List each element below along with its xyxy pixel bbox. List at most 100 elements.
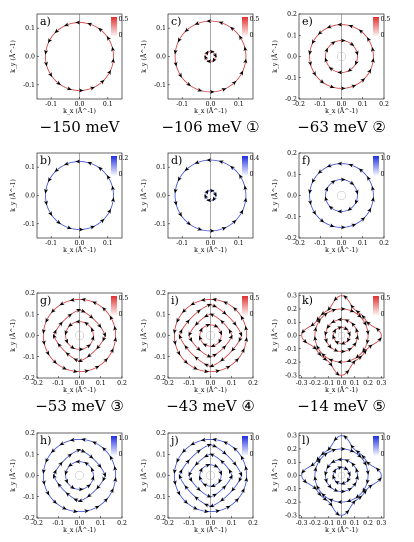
x-tick-label: -0.1 xyxy=(52,380,64,387)
spin-arrow xyxy=(365,479,370,485)
spin-arrow xyxy=(41,468,46,474)
spin-arrow xyxy=(225,365,231,370)
spin-arrow xyxy=(328,361,333,367)
spin-arrow xyxy=(87,161,93,166)
spin-arrow xyxy=(231,219,237,225)
spin-arrow xyxy=(206,59,212,64)
spin-arrow xyxy=(198,327,203,333)
colorbar-max-label: 0.5 xyxy=(381,16,391,23)
spin-arrow xyxy=(81,297,87,302)
colorbar xyxy=(242,17,248,37)
panel-b: -0.1 0.0 0.1 -0.1 0.0 0.1 k_x (Å^-1) k_y (Å^-1)… xyxy=(9,152,128,254)
spin-arrow xyxy=(351,84,357,89)
spin-arrow xyxy=(213,463,219,468)
spin-arrow xyxy=(177,72,182,78)
spin-arrow xyxy=(244,325,249,331)
colorbar-max-label: 0.5 xyxy=(119,295,129,302)
x-axis-title: k_x (Å^-1) xyxy=(194,107,227,115)
x-tick-label: 0.0 xyxy=(206,520,216,527)
spin-arrow xyxy=(63,161,70,166)
spin-arrow xyxy=(370,57,375,63)
y-tick-label: 0.1 xyxy=(156,25,166,32)
energy-label: −63 meV ② xyxy=(297,118,386,136)
spin-arrow xyxy=(324,186,329,192)
y-tick-label: -0.1 xyxy=(154,494,166,501)
spin-arrow xyxy=(184,345,189,351)
spin-arrow xyxy=(178,468,183,475)
spin-arrow xyxy=(209,503,215,508)
spin-arrow xyxy=(206,443,212,448)
y-tick-label: -0.1 xyxy=(285,486,297,493)
spin-arrow xyxy=(346,471,351,477)
spin-arrow xyxy=(343,326,349,330)
panel-letter: f) xyxy=(302,154,310,167)
y-axis-title: k_y (Å^-1) xyxy=(271,319,279,352)
spin-arrow xyxy=(212,57,217,63)
spin-arrow xyxy=(92,441,98,446)
spin-arrow xyxy=(324,330,329,337)
x-axis-title: k_x (Å^-1) xyxy=(194,386,227,394)
y-axis-title: k_y (Å^-1) xyxy=(140,319,148,352)
spin-arrow xyxy=(109,348,114,354)
spin-arrow xyxy=(68,322,74,327)
spin-arrow xyxy=(371,185,375,191)
spin-arrow xyxy=(233,447,238,452)
spin-arrow xyxy=(221,310,227,315)
spin-arrow xyxy=(86,352,92,358)
spin-arrow xyxy=(240,348,245,354)
panel-d: -0.1 0.0 0.1 -0.1 0.0 0.1 k_x (Å^-1) k_y (Å^-1)… xyxy=(140,152,259,254)
spin-arrow xyxy=(308,200,312,206)
y-tick-label: -0.2 xyxy=(285,96,297,103)
y-axis-title: k_y (Å^-1) xyxy=(271,179,279,212)
spin-arrow xyxy=(218,470,222,476)
spin-arrow xyxy=(354,334,359,341)
spin-arrow xyxy=(90,475,95,481)
spin-arrow xyxy=(204,194,209,200)
spin-arrow xyxy=(323,338,328,344)
spin-arrow xyxy=(218,478,223,484)
y-tick-label: 0.0 xyxy=(156,193,166,200)
x-tick-label: -0.1 xyxy=(45,101,57,108)
spin-arrow xyxy=(185,459,190,465)
y-tick-label: 0.3 xyxy=(287,293,297,300)
x-tick-label: 0.0 xyxy=(337,520,347,527)
panel-e: -0.2 -0.1 0.0 0.1 0.2 -0.2 -0.1 0.0 0.1 0.2 k_x (Å… xyxy=(271,11,390,115)
spin-arrow xyxy=(73,498,79,503)
spin-arrow xyxy=(243,46,248,52)
spin-arrow xyxy=(367,344,373,349)
spin-arrow xyxy=(192,505,198,510)
energy-label: −43 meV ④ xyxy=(166,397,255,415)
spin-arrow xyxy=(354,50,359,56)
spin-arrow xyxy=(362,489,367,495)
spin-arrow xyxy=(301,328,306,334)
spin-arrow xyxy=(316,351,322,357)
spin-arrow xyxy=(106,174,111,181)
x-tick-label: -0.1 xyxy=(52,520,64,527)
spin-arrow xyxy=(172,480,177,486)
y-tick-label: -0.2 xyxy=(23,375,35,382)
spin-arrow xyxy=(183,499,188,504)
spin-arrow xyxy=(173,188,178,194)
spin-arrow xyxy=(324,196,329,202)
spin-arrow xyxy=(206,158,212,163)
energy-label: −150 meV xyxy=(40,118,121,136)
spin-arrow xyxy=(346,498,352,503)
x-tick-label: 0.2 xyxy=(379,240,389,247)
spin-arrow xyxy=(51,448,56,453)
spin-arrow xyxy=(102,447,107,452)
spin-arrow xyxy=(221,345,227,351)
spin-arrow xyxy=(85,484,91,489)
spin-arrow xyxy=(197,87,203,92)
spin-arrow xyxy=(347,67,353,72)
x-tick-label: 0.0 xyxy=(337,380,347,387)
spin-arrow xyxy=(223,301,229,306)
spin-arrow xyxy=(344,459,350,464)
spin-arrow xyxy=(333,296,339,302)
spin-arrow xyxy=(334,511,340,516)
spin-arrow xyxy=(94,505,100,510)
spin-arrow xyxy=(308,189,313,195)
spin-arrow xyxy=(365,339,370,345)
x-axis-title: k_x (Å^-1) xyxy=(325,526,358,534)
spin-arrow xyxy=(209,188,215,193)
